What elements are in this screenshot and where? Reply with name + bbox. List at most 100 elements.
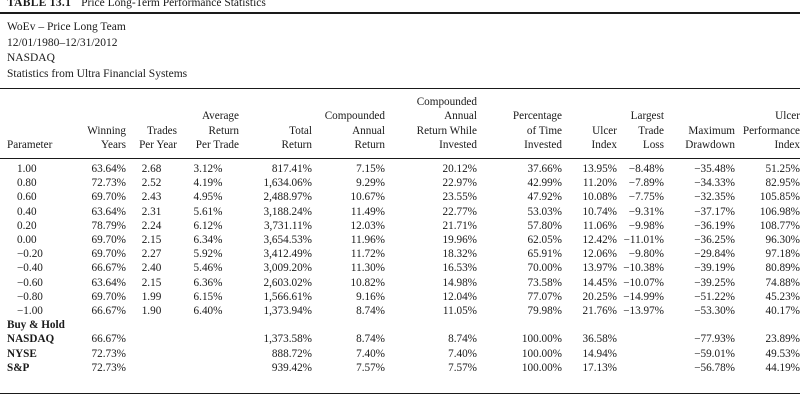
row-label: 0.80 [17, 177, 37, 190]
table-body: 1.00 63.64% 2.68 3.12% 817.41% 7.15% 20.12% 37.… [0, 156, 800, 375]
table-cell: −7.75% [628, 191, 664, 204]
header-top-rule [0, 88, 800, 89]
table-row: 0.20 78.79% 2.24 6.12% 3,731.11% 12.03% 21.71%… [0, 219, 800, 233]
column-header: Parameter [7, 138, 53, 151]
table-cell: 5.46% [193, 262, 223, 275]
table-cell: 44.19% [765, 361, 800, 374]
table-cell: 6.15% [193, 290, 223, 303]
table-row: 0.40 63.64% 2.31 5.61% 3,188.24% 11.49% 22.77%… [0, 205, 800, 219]
row-label: −0.60 [17, 276, 43, 289]
section-label: Buy & Hold [7, 319, 65, 332]
table-cell: 5.92% [193, 248, 223, 261]
table-cell: −35.48% [694, 163, 735, 175]
table-cell: 2.15 [141, 276, 162, 289]
table-cell: 2.31 [141, 205, 162, 218]
table-cell: −36.25% [694, 234, 735, 247]
meta-strategy: WoEv – Price Long Team [7, 21, 126, 33]
table-row: 1.00 63.64% 2.68 3.12% 817.41% 7.15% 20.12% 37.… [0, 156, 800, 176]
table-cell: 10.67% [350, 191, 386, 204]
table-meta: WoEv – Price Long Team 12/01/1980–12/31/… [7, 20, 187, 82]
table-cell: −34.33% [694, 177, 735, 190]
table-cell: −77.93% [694, 333, 735, 346]
table-cell: −10.07% [623, 276, 664, 289]
row-label: −0.20 [17, 248, 43, 261]
table-cell: 69.70% [91, 234, 127, 247]
table-cell: 6.40% [193, 305, 223, 318]
table-cell: 49.53% [765, 347, 800, 360]
table-cell: 21.76% [582, 305, 618, 318]
table-cell: −9.31% [628, 205, 664, 218]
table-cell: 3,188.24% [263, 205, 312, 218]
table-cell: 8.74% [448, 333, 477, 346]
table-cell: 7.57% [448, 361, 477, 374]
table-cell: 70.00% [527, 262, 563, 275]
table-cell [617, 361, 664, 375]
table-header: Parameter Winning Years Trades Per Year Ave… [0, 92, 800, 156]
table-cell: 20.25% [582, 290, 618, 303]
meta-index: NASDAQ [7, 52, 55, 64]
table-cell: 2.15 [141, 234, 162, 247]
table-cell: 47.92% [527, 191, 563, 204]
table-cell: 63.64% [91, 163, 127, 175]
table-row: 0.60 69.70% 2.43 4.95% 2,488.97% 10.67% 23.55%… [0, 190, 800, 204]
table-cell: 69.70% [91, 248, 127, 261]
bottom-rule [0, 393, 800, 394]
table-row: −0.80 69.70% 1.99 6.15% 1,566.61% 9.16% 12.04%… [0, 290, 800, 304]
table-cell: 80.89% [765, 262, 800, 275]
table-cell: 10.82% [350, 276, 386, 289]
column-header: Compounded Annual Return [324, 110, 385, 151]
table-cell: 888.72% [271, 347, 312, 360]
table-cell: 6.34% [193, 234, 223, 247]
table-cell: 4.19% [193, 177, 223, 190]
table-cell: 62.05% [527, 234, 563, 247]
table-cell: 2.24 [141, 219, 162, 232]
table-cell: −39.25% [694, 276, 735, 289]
table-cell: 8.74% [356, 305, 385, 318]
table-cell: 11.72% [350, 248, 385, 261]
table-cell: 2,603.02% [263, 276, 312, 289]
table-cell: 2.40 [141, 262, 162, 275]
table-cell: 9.29% [356, 177, 385, 190]
header-row: Parameter Winning Years Trades Per Year Ave… [0, 92, 800, 156]
column-header: Average Return Per Trade [195, 110, 239, 151]
table-cell: 97.18% [765, 248, 800, 261]
table-row: 0.00 69.70% 2.15 6.34% 3,654.53% 11.96% 19.96%… [0, 233, 800, 247]
meta-period: 12/01/1980–12/31/2012 [7, 36, 118, 49]
table-cell [617, 347, 664, 361]
table-cell: 13.95% [582, 163, 618, 175]
table-cell: 23.55% [442, 191, 478, 204]
column-header: Winning Years [87, 124, 126, 151]
table-row: −0.40 66.67% 2.40 5.46% 3,009.20% 11.30% 16.53… [0, 261, 800, 275]
table-cell: 14.98% [442, 276, 478, 289]
table-cell: 66.67% [91, 262, 127, 275]
row-label: 0.00 [17, 234, 37, 247]
table-row: −1.00 66.67% 1.90 6.40% 1,373.94% 8.74% 11.05%… [0, 304, 800, 318]
performance-table: Parameter Winning Years Trades Per Year Ave… [0, 92, 800, 375]
table-cell: −8.48% [628, 163, 664, 175]
table-cell: 106.98% [759, 205, 800, 218]
table-cell: 78.79% [91, 219, 127, 232]
table-cell: 63.64% [91, 276, 127, 289]
table-cell: 7.57% [356, 361, 385, 374]
table-cell: 3,412.49% [263, 248, 312, 261]
table-cell: 77.07% [527, 290, 563, 303]
table-cell: 12.03% [350, 219, 386, 232]
table-cell [177, 347, 239, 361]
table-row: −0.20 69.70% 2.27 5.92% 3,412.49% 11.72% 18.32… [0, 247, 800, 261]
table-cell: 105.85% [759, 191, 800, 204]
table-cell: −7.89% [628, 177, 664, 190]
table-cell: 6.36% [193, 276, 223, 289]
column-header: Maximum Drawdown [685, 124, 735, 151]
table-cell: 73.58% [527, 276, 563, 289]
table-cell: 7.15% [356, 163, 385, 175]
table-row: −0.60 63.64% 2.15 6.36% 2,603.02% 10.82% 14.98… [0, 276, 800, 290]
table-cell: 72.73% [91, 177, 127, 190]
column-header: Ulcer Performance Index [742, 110, 800, 151]
table-title: Price Long-Term Performance Statistics [81, 0, 266, 9]
table-cell: −10.38% [623, 262, 664, 275]
table-cell: −53.30% [694, 305, 735, 318]
top-rule [0, 12, 800, 14]
table-cell: 66.67% [91, 305, 127, 318]
table-number: TABLE 13.1 [7, 0, 72, 9]
table-cell: −11.01% [623, 234, 664, 247]
